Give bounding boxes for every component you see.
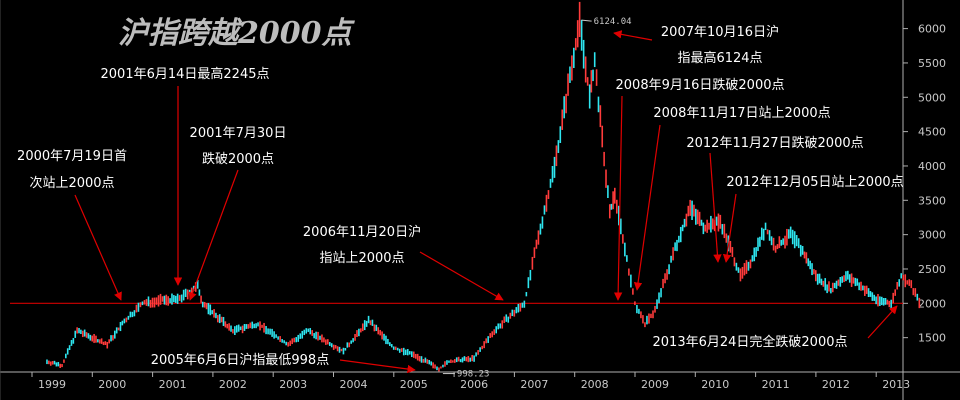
annotation-a4-line1: 2005年6月6日沪指最低998点 [151,352,329,368]
annotation-a1-line1: 2000年7月19日首 [17,149,127,164]
annotation-a3-line2: 跌破2000点 [202,151,274,167]
annotation-a9-line1: 2012年11月27日跌破2000点 [686,135,863,151]
annotation-a5-line1: 2006年11月20日沪 [303,224,421,240]
x-tick-label: 2001 [159,378,187,391]
arrow-a5 [419,251,504,301]
peak-leader [581,19,592,22]
arrow-a4 [339,359,416,374]
y-tick-label: 4000 [918,160,946,173]
low-value-label: 998.23 [457,370,490,380]
annotation-a6-line2: 指最高6124点 [677,50,762,66]
annotation-a3-line1: 2001年7月30日 [190,126,287,141]
arrow-a6 [613,30,653,41]
annotation-a8-line1: 2008年11月17日站上2000点 [653,106,830,121]
x-tick-label: 2010 [701,378,729,391]
x-tick-label: 2013 [882,378,910,391]
arrow-a8 [633,124,661,291]
y-tick-label: 1500 [918,332,946,345]
annotation-a6-line1: 2007年10月16日沪 [661,24,779,40]
x-tick-label: 2009 [641,378,669,391]
y-tick-label: 3500 [918,194,946,207]
annotation-a2-line1: 2001年6月14日最高2245点 [101,66,270,82]
annotation-a10-line1: 2012年12月05日站上2000点 [726,175,903,190]
x-tick-label: 2012 [822,378,850,391]
y-tick-label: 5000 [918,91,946,104]
x-tick-label: 2007 [520,378,548,391]
x-tick-label: 2005 [400,378,428,391]
y-tick-label: 3000 [918,229,946,242]
x-tick-label: 2003 [279,378,307,391]
y-tick-label: 2000 [918,297,946,310]
arrow-a1 [74,194,122,301]
annotation-a11-line1: 2013年6月24日完全跌破2000点 [653,334,848,350]
y-tick-label: 4500 [918,126,946,139]
y-tick-label: 2500 [918,263,946,276]
x-tick-label: 2000 [98,378,126,391]
annotation-a5-line2: 指站上2000点 [319,251,404,266]
chart-title: 沪指跨越2000点 [118,16,355,51]
x-tick-label: 2008 [581,378,609,391]
arrow-a7 [613,95,623,301]
annotation-a1-line2: 次站上2000点 [29,175,114,191]
arrow-a10 [722,193,737,263]
peak-value-label: 6124.04 [594,17,632,27]
y-tick-label: 5500 [918,57,946,70]
annotation-arrows [74,30,898,374]
arrow-a3 [188,169,239,301]
arrow-a11 [867,305,898,339]
x-tick-label: 2002 [219,378,247,391]
x-tick-label: 2004 [340,378,368,391]
x-tick-label: 1999 [38,378,66,391]
arrow-a9 [709,152,722,263]
x-tick-label: 2011 [762,378,790,391]
x-tick-label: 2006 [460,378,488,391]
annotation-a7-line1: 2008年9月16日跌破2000点 [616,77,785,93]
y-tick-label: 6000 [918,23,946,36]
